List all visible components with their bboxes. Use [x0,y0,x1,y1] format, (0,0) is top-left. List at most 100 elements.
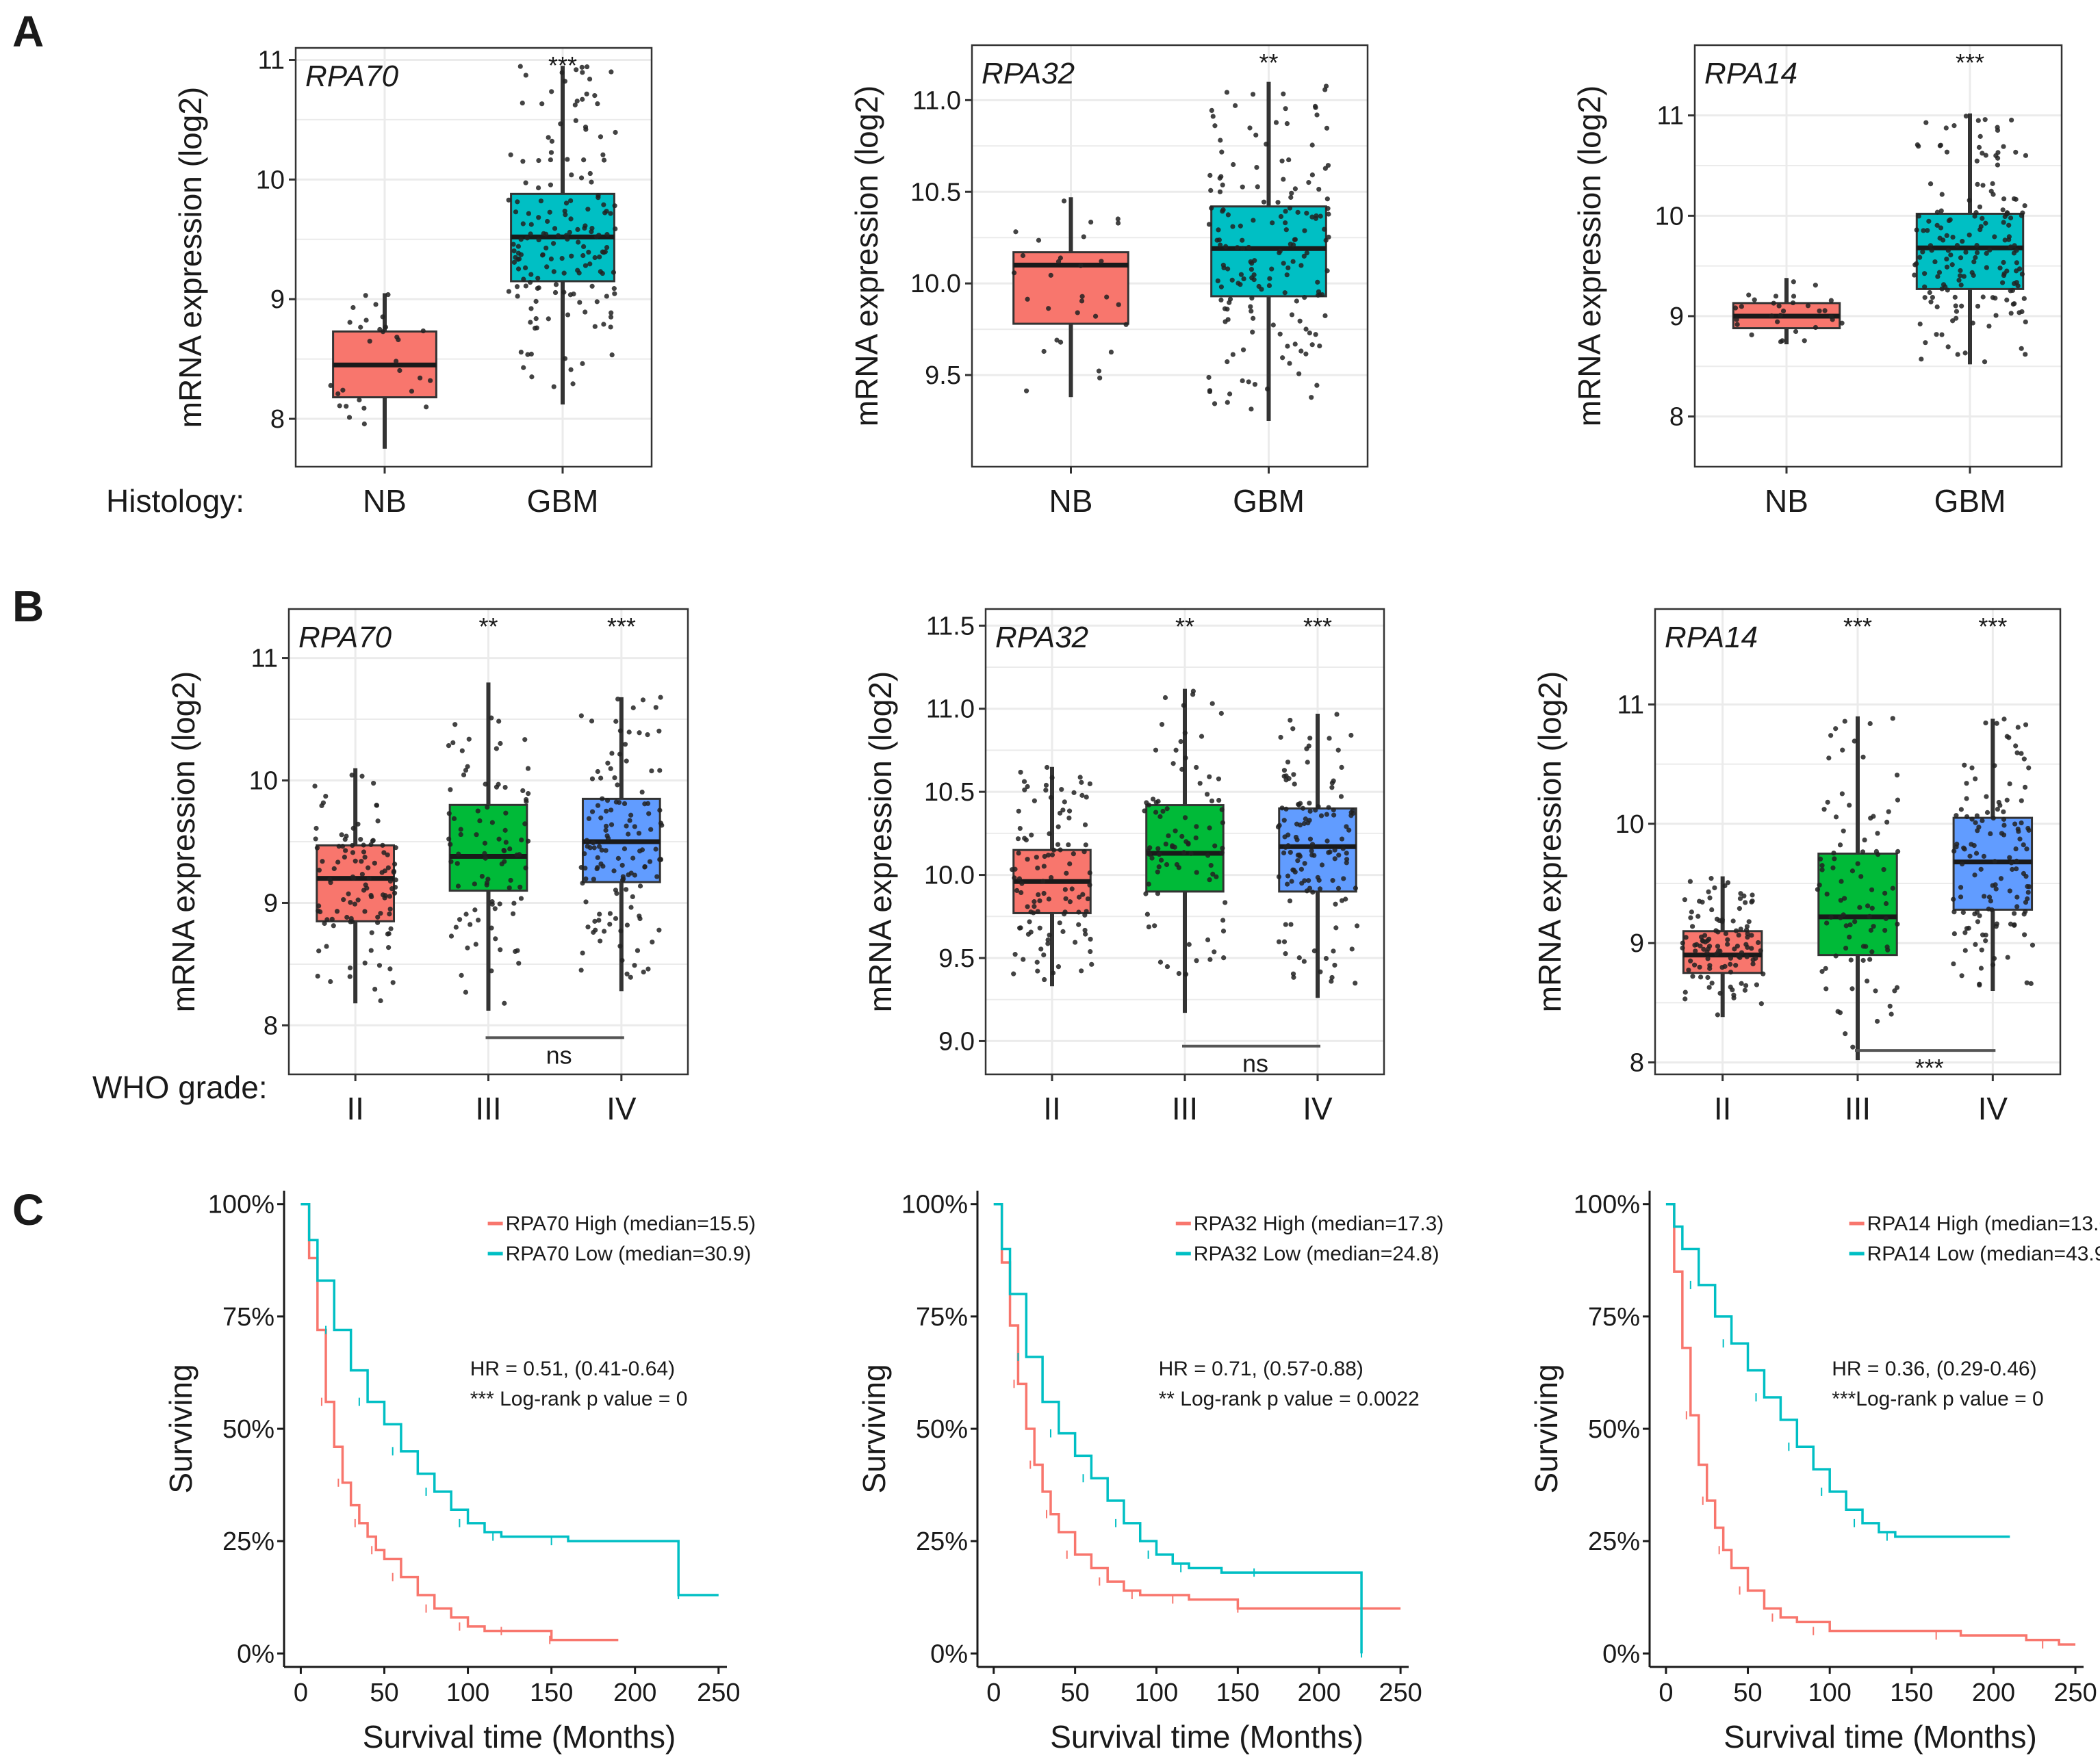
data-point [628,870,634,876]
data-point [1046,896,1051,902]
data-point [596,844,602,849]
data-point [1824,920,1830,926]
data-point [580,361,585,366]
data-point [1995,125,2000,130]
data-point [528,351,534,357]
data-point [583,899,589,905]
y-axis-label: mRNA expression (log2) [849,86,884,427]
data-point [1706,985,1712,990]
data-point [369,930,374,935]
data-point [1705,974,1711,981]
data-point [1067,861,1073,866]
data-point [1951,896,1956,902]
data-point [1016,808,1021,814]
data-point [1021,957,1026,962]
data-point [1224,90,1230,95]
box-III [1815,716,1901,1061]
data-point [390,980,396,985]
significance-label: ** [1175,612,1194,640]
legend-entry: RPA32 Low (median=24.8) [1194,1243,1439,1265]
data-point [1823,966,1828,971]
y-tick-label: 9 [270,285,285,314]
data-point [1153,747,1159,753]
data-point [1322,313,1328,319]
data-point [1314,213,1319,218]
data-point [1309,172,1315,178]
significance-label: *** [548,51,577,79]
data-point [1975,828,1980,833]
data-point [575,227,580,233]
data-point [1971,259,1977,265]
data-point [1715,1012,1720,1018]
data-point [1815,887,1821,892]
data-point [1147,845,1153,851]
y-tick-label: 11 [251,645,278,673]
data-point [1871,924,1876,929]
data-point [454,861,460,866]
data-point [1865,979,1870,984]
data-point [1316,292,1321,298]
data-point [361,405,367,411]
data-point [485,805,490,810]
data-point [1983,932,1988,938]
data-point [523,283,528,289]
data-point [612,291,617,296]
data-point [1895,921,1900,927]
data-point [1238,223,1243,229]
data-point [536,157,541,164]
data-point [341,897,346,903]
data-point [1303,351,1309,357]
data-point [1064,870,1069,876]
data-point [624,922,630,928]
data-point [582,866,588,871]
data-point [595,768,600,775]
data-point [1296,955,1302,961]
data-point [591,840,596,846]
data-point [1214,237,1220,243]
data-point [1214,874,1219,879]
data-point [2021,296,2027,301]
data-point [1071,851,1076,857]
stat-annotation: HR = 0.51, (0.41-0.64) [470,1358,675,1380]
data-point [1971,272,1976,279]
data-point [613,129,618,135]
data-point [1775,319,1780,324]
y-tick-label: 11 [258,46,285,75]
data-point [1857,905,1862,910]
data-point [1032,903,1037,909]
data-point [1157,814,1163,819]
data-point [1742,987,1748,993]
data-point [383,893,388,898]
data-point [1967,232,1972,237]
data-point [392,884,398,890]
data-point [1334,712,1340,717]
data-point [485,877,491,882]
data-point [1737,906,1742,911]
data-point [1986,323,1992,329]
data-point [1682,996,1688,1002]
data-point [584,838,589,843]
data-point [1941,282,1947,287]
data-point [639,789,645,795]
data-point [2007,888,2012,894]
stat-annotation: *** Log-rank p value = 0 [470,1388,688,1410]
data-point [551,269,556,274]
x-tick-label: 200 [1298,1679,1341,1707]
data-point [316,948,322,954]
data-point [562,208,567,214]
data-point [1982,117,1988,122]
data-point [592,324,598,329]
data-point [535,185,541,191]
data-point [1292,237,1298,242]
data-point [1314,383,1320,388]
data-point [2005,955,2010,960]
data-point [1104,294,1110,300]
data-point [1335,747,1341,753]
data-point [1839,791,1845,797]
data-point [1682,897,1688,903]
data-point [1875,831,1880,836]
data-point [1690,974,1695,979]
data-point [1752,297,1757,302]
data-point [1719,965,1725,970]
data-point [1333,901,1338,907]
